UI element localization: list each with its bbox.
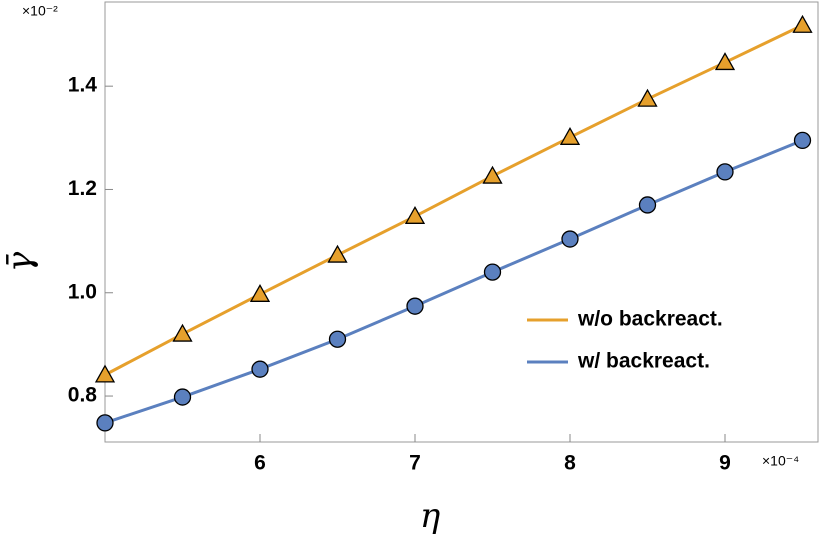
x-axis-label: η bbox=[420, 496, 441, 536]
marker bbox=[716, 163, 734, 181]
y-tick-label: 0.8 bbox=[68, 384, 98, 407]
marker bbox=[482, 165, 503, 184]
marker bbox=[249, 283, 271, 302]
y-tick-label: 1.2 bbox=[68, 177, 97, 200]
marker bbox=[561, 230, 579, 248]
marker bbox=[94, 364, 116, 383]
y-multiplier: ×10⁻² bbox=[22, 3, 58, 19]
x-tick-label: 7 bbox=[409, 452, 421, 475]
plot-frame bbox=[104, 1, 819, 443]
marker bbox=[793, 131, 812, 150]
legend-label: w/o backreact. bbox=[577, 308, 723, 331]
marker bbox=[172, 323, 193, 342]
marker bbox=[404, 205, 426, 224]
marker bbox=[328, 330, 347, 348]
x-multiplier: ×10⁻⁴ bbox=[762, 453, 799, 469]
x-tick-label: 9 bbox=[719, 452, 731, 475]
marker bbox=[327, 244, 348, 263]
marker bbox=[173, 388, 192, 406]
y-tick-label: 1.4 bbox=[68, 74, 98, 97]
x-tick-label: 6 bbox=[254, 452, 266, 475]
series-line bbox=[104, 23, 804, 377]
marker bbox=[714, 52, 736, 71]
y-tick-label: 1.0 bbox=[68, 280, 97, 303]
series-line bbox=[104, 139, 804, 425]
marker bbox=[638, 196, 657, 214]
marker bbox=[637, 88, 658, 107]
y-axis-label: γ̄ bbox=[0, 251, 40, 272]
marker bbox=[559, 126, 581, 145]
x-tick-label: 8 bbox=[564, 452, 576, 475]
marker bbox=[406, 297, 424, 315]
marker bbox=[483, 263, 502, 281]
legend-label: w/ backreact. bbox=[577, 350, 710, 373]
marker bbox=[96, 414, 114, 432]
marker bbox=[792, 14, 813, 33]
marker bbox=[251, 360, 269, 378]
